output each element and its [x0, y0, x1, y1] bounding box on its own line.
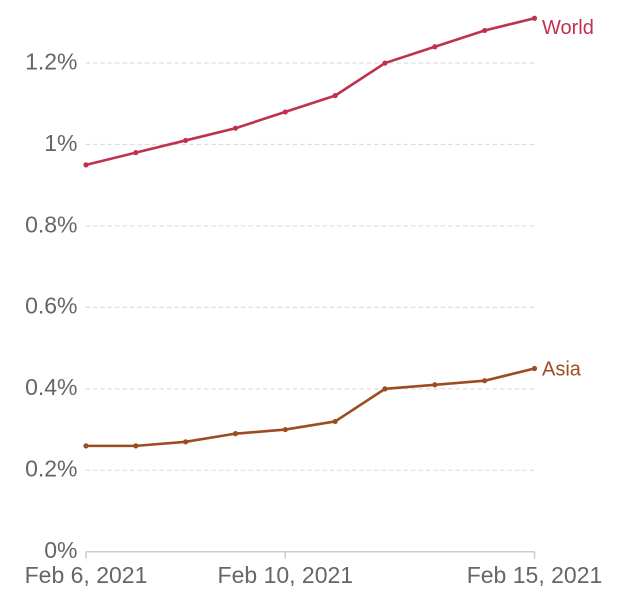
series-point-world [432, 44, 438, 50]
series-point-world [482, 27, 488, 34]
series-point-world [282, 109, 288, 115]
series-label-asia: Asia [542, 358, 582, 380]
series-line-asia [84, 367, 536, 448]
series-point-world [83, 162, 89, 168]
series-point-asia [232, 431, 239, 437]
series-point-world [133, 150, 139, 156]
series-point-asia [482, 378, 488, 384]
series-point-asia [133, 443, 139, 449]
series-line-world [84, 16, 536, 167]
series-point-asia [531, 365, 538, 372]
series-point-asia [183, 439, 189, 445]
series-point-world [531, 15, 538, 21]
series-point-world [382, 60, 388, 66]
series-label-world: World [542, 17, 594, 39]
x-tick-label: Feb 10, 2021 [218, 562, 354, 588]
x-tick-label: Feb 15, 2021 [467, 562, 603, 588]
y-tick-label: 0.6% [25, 293, 77, 319]
series-point-world [232, 125, 239, 131]
series-point-asia [83, 443, 89, 449]
y-tick-label: 1.2% [25, 48, 77, 74]
y-tick-label: 0.4% [25, 374, 77, 400]
series-point-world [183, 137, 189, 144]
series-point-asia [432, 382, 438, 388]
y-tick-label: 1% [44, 130, 77, 156]
x-tick-label: Feb 6, 2021 [25, 562, 148, 588]
series-point-world [332, 93, 338, 99]
y-tick-label: 0.8% [25, 211, 77, 237]
series-point-asia [282, 426, 288, 433]
y-tick-label: 0.2% [25, 456, 77, 482]
series-point-asia [332, 418, 338, 425]
series-point-asia [382, 386, 388, 392]
y-tick-label: 0% [44, 537, 77, 563]
